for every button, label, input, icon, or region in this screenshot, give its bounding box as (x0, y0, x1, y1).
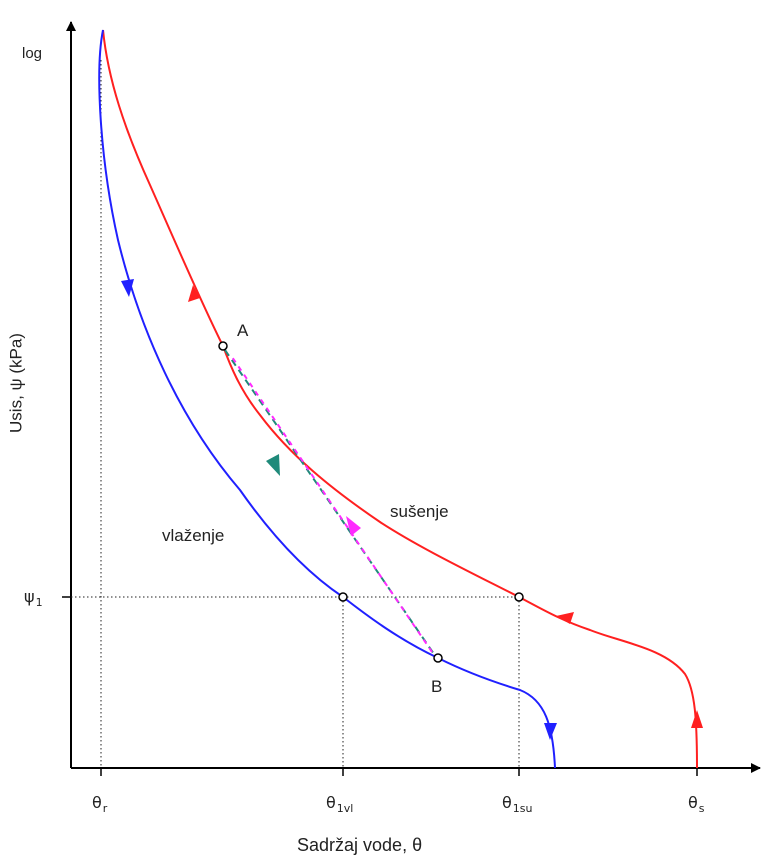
wetting-arrow-upper (121, 279, 134, 297)
point-a-marker (218, 341, 228, 351)
point-a-label: A (237, 321, 249, 340)
point-b-marker (433, 653, 443, 663)
wetting-curve (98, 29, 556, 769)
scan-path-b-to-a (229, 353, 433, 653)
scan-arrow-a-to-b (266, 454, 280, 476)
scan-arrow-b-to-a (346, 516, 361, 536)
tick-theta-1vl: θ1vl (326, 793, 354, 815)
y-axis-title: Usis, ψ (kPa) (6, 333, 26, 433)
wetting-curve-label: vlaženje (162, 526, 225, 545)
drying-arrow-lower (556, 612, 574, 624)
wetting-arrow-lower (544, 723, 557, 740)
tick-theta-s: θs (688, 793, 705, 815)
y-top-label: log (22, 45, 43, 62)
x-axis-title: Sadržaj vode, θ (297, 835, 423, 855)
intersect-1su-marker (514, 592, 524, 602)
point-b-label: B (431, 677, 443, 696)
drying-curve-label: sušenje (390, 502, 449, 521)
drying-curve (102, 29, 698, 769)
drying-arrow-vertical (691, 710, 703, 728)
drying-arrow-upper (188, 285, 200, 302)
tick-theta-1su: θ1su (502, 793, 533, 815)
tick-theta-r: θr (92, 793, 108, 815)
intersect-1vl-marker (338, 592, 348, 602)
psi1-label: ψ1 (24, 587, 43, 609)
